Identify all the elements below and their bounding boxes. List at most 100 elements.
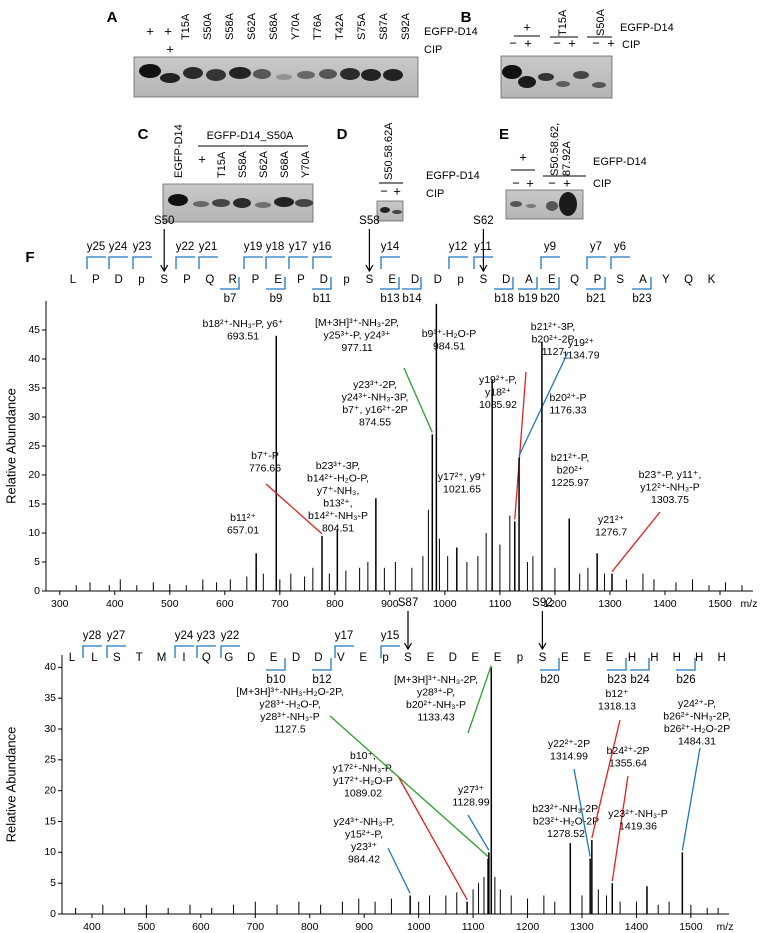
residue: R: [228, 274, 236, 286]
condition-mark: +: [393, 183, 401, 198]
y-ion-label: y7: [590, 241, 602, 253]
peak-annotation: y17²⁺-NH₃-P,: [333, 762, 394, 774]
band: [160, 73, 180, 83]
band: [295, 199, 313, 207]
y-ion-bracket: [380, 256, 400, 269]
y-ion-bracket: [540, 256, 560, 269]
residue: I: [182, 652, 185, 664]
blot: [376, 200, 404, 222]
residue: S: [113, 652, 121, 664]
b-ion-label: b7: [224, 293, 237, 305]
lane-label: S75A: [356, 12, 368, 40]
residue: E: [583, 652, 591, 664]
lane-label: EGFP-D14: [173, 124, 185, 178]
condition-mark: −: [380, 183, 388, 198]
residue: E: [270, 652, 278, 664]
peak-mz-label: 1355.64: [609, 757, 647, 769]
peak-annotation: b24²⁺-2P: [607, 745, 650, 757]
y-ion-label: y14: [381, 241, 400, 253]
peak-annotation: b7⁺-P: [251, 450, 279, 462]
phospho-site: S58: [359, 215, 379, 227]
phospho-site: S62: [473, 215, 493, 227]
residue: D: [292, 652, 300, 664]
peak-annotation: y22²⁺-2P: [548, 738, 590, 750]
peak-mz-label: 1419.36: [619, 820, 657, 832]
peak-mz-label: 977.11: [341, 342, 372, 354]
row-label: CIP: [593, 178, 611, 190]
residue: M: [157, 652, 167, 664]
residue: Q: [202, 652, 211, 664]
band: [212, 199, 230, 207]
band: [276, 74, 292, 80]
b-ion-label: b10: [266, 674, 285, 686]
site-arrowhead: [538, 642, 547, 651]
panel-label: C: [138, 126, 149, 143]
leader-line: [467, 814, 490, 851]
y-ion-bracket: [265, 256, 285, 269]
lane-label: S58A: [237, 150, 249, 178]
band: [193, 201, 209, 207]
x-tick-label: 900: [381, 598, 399, 610]
condition-mark: +: [568, 35, 576, 50]
peak-annotation: [M+3H]³⁺-NH₃-H₂O-2P,: [236, 686, 343, 698]
peak-annotation: y12²⁺-NH₃-P: [640, 481, 699, 493]
x-tick-label: 1500: [708, 598, 732, 610]
y-tick-label: 15: [28, 498, 40, 510]
residue: E: [274, 274, 282, 286]
lane-label: S50.58.62,: [549, 123, 561, 176]
y-tick-label: 15: [44, 815, 56, 827]
peak-annotation: b7⁺, y16²⁺-2P: [342, 404, 407, 416]
b-ion-label: b11: [313, 293, 331, 305]
residue: Q: [205, 274, 214, 286]
y-ion-label: y21: [199, 241, 218, 253]
peak-annotation: y23³⁺-2P,: [353, 379, 397, 391]
band: [592, 82, 606, 88]
peak-annotation: b26²⁺-H₂O-2P: [664, 723, 730, 735]
band: [297, 71, 315, 79]
residue: K: [708, 274, 716, 286]
residue: E: [606, 652, 614, 664]
residue: H: [717, 652, 725, 664]
y-ion-label: y16: [313, 241, 332, 253]
y-ion-label: y6: [614, 241, 626, 253]
residue: P: [183, 274, 191, 286]
residue: S: [480, 274, 488, 286]
peak-annotation: y15²⁺-P,: [345, 828, 383, 840]
y-ion-bracket: [380, 645, 400, 658]
condition-mark: +: [607, 35, 615, 50]
peak-mz-label: 1085.92: [479, 399, 517, 411]
band: [253, 69, 271, 79]
residue: H: [628, 652, 636, 664]
peak-annotation: y19²⁺-P,: [479, 374, 517, 386]
residue: L: [91, 652, 98, 664]
condition-mark: +: [166, 41, 174, 56]
row-label: EGFP-D14: [426, 170, 480, 182]
condition-mark: −: [512, 175, 520, 190]
site-arrowhead: [479, 264, 488, 273]
peak-annotation: b12⁺: [605, 688, 628, 700]
peak-annotation: y27³⁺: [458, 784, 484, 796]
condition-mark: +: [524, 35, 532, 50]
peak-mz-label: 874.55: [359, 416, 391, 428]
residue: D: [502, 274, 510, 286]
b-ion-bracket: [312, 277, 332, 290]
leader-line: [467, 665, 492, 734]
residue: S: [160, 274, 168, 286]
peak-mz-label: 1089.02: [344, 787, 382, 799]
residue: L: [69, 652, 76, 664]
peak-annotation: b21²⁺-P,: [551, 452, 590, 464]
residue: E: [548, 274, 556, 286]
lane-label: T15A: [180, 13, 192, 40]
y-ion-bracket: [132, 256, 152, 269]
lane-label: S62A: [246, 12, 258, 40]
residue: E: [359, 652, 367, 664]
x-tick-label: 700: [247, 921, 265, 933]
leader-line: [573, 768, 591, 857]
b-ion-label: b12: [312, 674, 331, 686]
band: [556, 81, 570, 87]
lane-label: S87A: [378, 12, 390, 40]
band: [183, 67, 203, 79]
lane-label: S50.58.62A: [383, 122, 395, 180]
row-label: CIP: [426, 188, 444, 200]
residue: D: [247, 652, 255, 664]
